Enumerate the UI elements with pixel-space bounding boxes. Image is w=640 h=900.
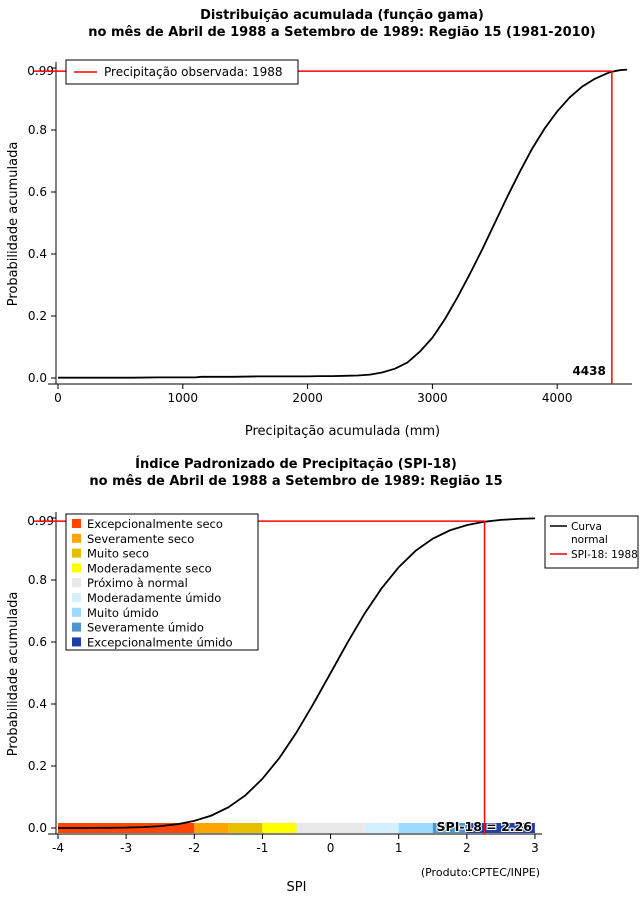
category-bar-segment [228,823,263,833]
chart1-canvas: 0 1000 2000 3000 40000.00.20.40.60.80.994438… [27,59,632,405]
cdf-curve [58,517,536,829]
x-tick-label: 0 [327,841,335,855]
category-label: Excepcionalmente seco [87,517,223,531]
category-swatch [72,548,81,558]
ref-x-label: 4438 [572,364,605,378]
category-swatch [72,519,81,528]
category-label: Muito úmido [87,606,159,620]
category-swatch [72,593,81,602]
category-bar-segment [364,823,399,833]
line-legend-label: SPI-18: 1988 [571,549,638,561]
line-legend-label: Curva [571,521,602,533]
category-bar-segment [432,823,467,833]
category-swatch [72,533,81,543]
category-bar-segment [296,823,365,833]
cdf-curve [58,68,628,379]
spi-value-label: SPI-18 = 2.26 [437,819,533,834]
chart1-x-axis-label: Precipitação acumulada (mm) [244,424,441,439]
category-swatch [72,578,81,588]
y-tick-label: 0.0 [28,371,47,385]
chart2-title: Índice Padronizado de Precipitação (SPI-… [135,457,457,472]
category-label: Excepcionalmente úmido [87,635,232,649]
y-tick-label: 0.6 [28,635,47,649]
chart2-footnote: (Produto:CPTEC/INPE) [420,866,540,879]
chart2-subtitle: no mês de Abril de 1988 a Setembro de 19… [89,474,503,489]
category-label: Severamente seco [87,532,194,546]
y-tick-label: 0.6 [28,185,47,199]
category-swatch [72,622,81,632]
y-tick-label: 0.0 [28,821,47,835]
category-label: Moderadamente úmido [87,591,221,605]
legend-box [65,59,299,85]
chart1-subtitle: no mês de Abril de 1988 a Setembro de 19… [88,25,596,40]
line-legend-label: normal [571,534,608,546]
y-tick-label: 0.8 [28,123,47,137]
y-tick-label: 0.2 [28,759,47,773]
legend-label: Precipitação observada: 1988 [104,65,282,79]
chart2-x-axis-label: SPI [286,880,307,895]
x-tick-label: 4000 [542,391,573,405]
x-tick-label: 3000 [417,391,448,405]
y-tick-label: 0.2 [28,309,47,323]
category-bar-segment [466,823,535,833]
category-swatch [72,563,81,573]
category-legend-box [65,513,259,651]
x-tick-label: 2 [463,841,471,855]
x-tick-label: -4 [52,841,64,855]
x-tick-label: 3 [531,841,539,855]
x-tick-label: -1 [256,841,268,855]
y-tick-label: 0.4 [28,247,47,261]
category-label: Muito seco [87,547,149,561]
x-tick-label: -3 [120,841,132,855]
y-tick-label: 0.4 [28,697,47,711]
category-label: Moderadamente seco [87,561,212,575]
x-tick-label: 1000 [168,391,199,405]
line-legend-box [544,515,639,569]
y-tick-label: 0.8 [28,573,47,587]
chart1-title: Distribuição acumulada (função gama) [200,8,484,23]
x-tick-label: 0 [54,391,62,405]
category-label: Severamente úmido [87,621,204,635]
x-tick-label: 2000 [292,391,323,405]
category-bar-segment [262,823,297,833]
category-bar-segment [398,823,433,833]
category-swatch [72,607,81,617]
x-tick-label: 1 [395,841,403,855]
category-label: Próximo à normal [87,576,188,590]
category-swatch [72,637,81,647]
x-tick-label: -2 [188,841,200,855]
category-bar-segment [194,823,229,833]
